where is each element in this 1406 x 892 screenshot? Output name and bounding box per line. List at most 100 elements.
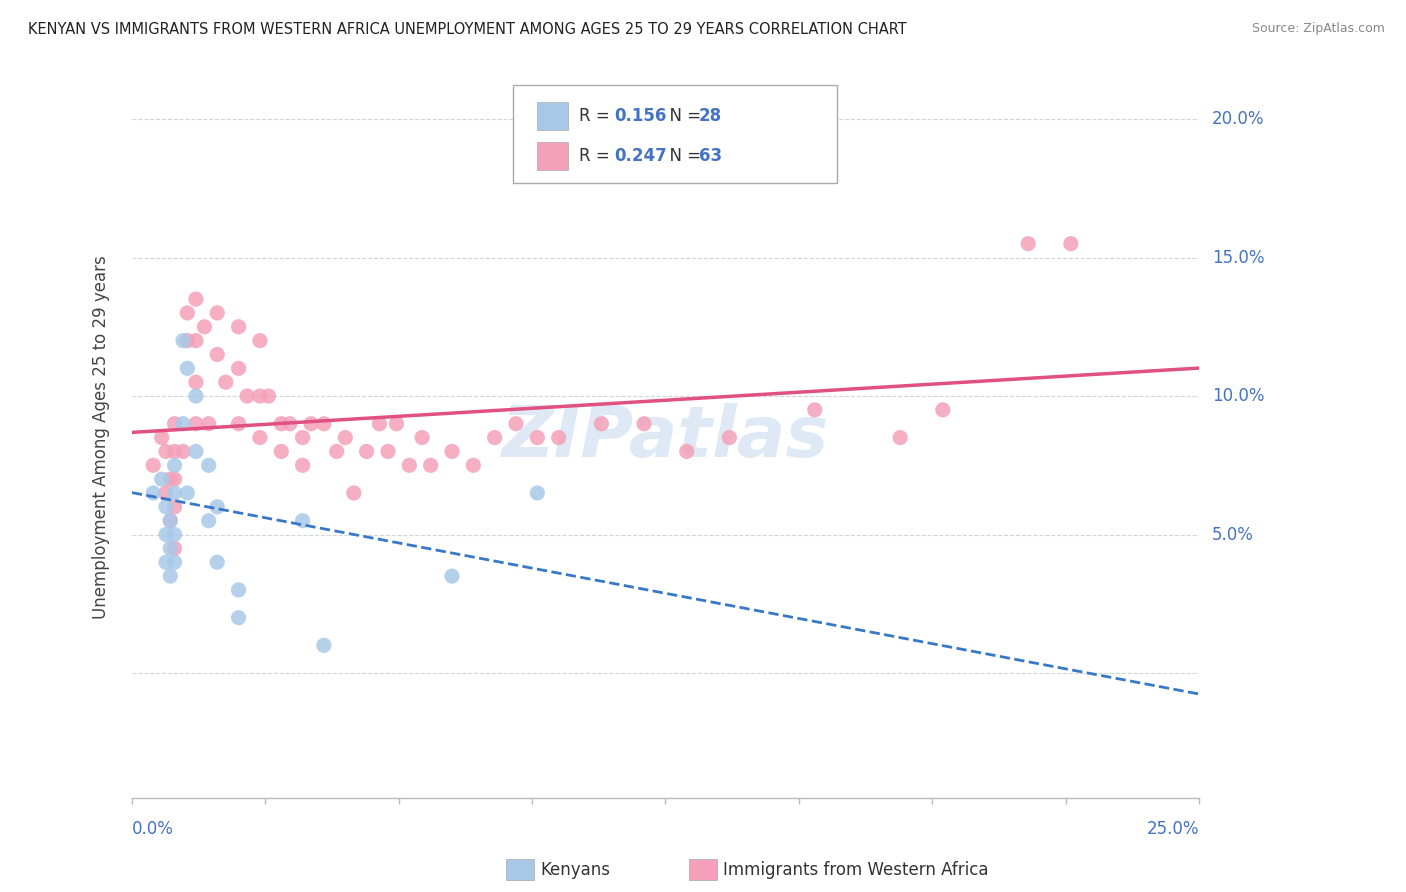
Point — [150, 472, 173, 486]
Point — [155, 486, 177, 500]
Text: Kenyans: Kenyans — [540, 861, 610, 879]
Text: 15.0%: 15.0% — [1212, 249, 1264, 267]
Text: 10.0%: 10.0% — [1212, 387, 1264, 405]
Point — [1017, 236, 1039, 251]
Point — [228, 361, 250, 376]
Point — [163, 555, 186, 569]
Text: ZIPatlas: ZIPatlas — [502, 403, 830, 472]
Point — [312, 417, 335, 431]
Point — [440, 444, 463, 458]
Point — [398, 458, 420, 473]
Point — [249, 389, 271, 403]
Point — [325, 444, 347, 458]
Point — [291, 514, 314, 528]
Point — [526, 486, 548, 500]
Point — [163, 486, 186, 500]
Point — [155, 444, 177, 458]
Point — [228, 582, 250, 597]
Point — [228, 417, 250, 431]
Point — [197, 417, 219, 431]
Point — [176, 361, 198, 376]
Point — [159, 472, 181, 486]
Point — [1060, 236, 1083, 251]
Point — [419, 458, 441, 473]
Point — [236, 389, 259, 403]
Point — [150, 431, 173, 445]
Text: 20.0%: 20.0% — [1212, 110, 1264, 128]
Text: R =: R = — [579, 147, 616, 165]
Point — [591, 417, 613, 431]
Point — [343, 486, 366, 500]
Point — [176, 306, 198, 320]
Point — [228, 610, 250, 624]
Point — [463, 458, 485, 473]
Point — [197, 458, 219, 473]
Point — [184, 292, 207, 306]
Point — [163, 444, 186, 458]
Text: 25.0%: 25.0% — [1146, 820, 1199, 838]
Point — [377, 444, 399, 458]
Point — [270, 417, 292, 431]
Y-axis label: Unemployment Among Ages 25 to 29 years: Unemployment Among Ages 25 to 29 years — [93, 256, 110, 619]
Point — [163, 500, 186, 514]
Point — [718, 431, 741, 445]
Point — [159, 514, 181, 528]
Point — [159, 514, 181, 528]
Point — [163, 472, 186, 486]
Text: 63: 63 — [699, 147, 721, 165]
Point — [142, 458, 165, 473]
Point — [505, 417, 527, 431]
Text: Source: ZipAtlas.com: Source: ZipAtlas.com — [1251, 22, 1385, 36]
Point — [633, 417, 655, 431]
Point — [163, 541, 186, 556]
Text: 0.247: 0.247 — [614, 147, 668, 165]
Point — [197, 514, 219, 528]
Point — [411, 431, 433, 445]
Point — [932, 403, 955, 417]
Text: 5.0%: 5.0% — [1212, 525, 1254, 543]
Point — [142, 486, 165, 500]
Point — [163, 417, 186, 431]
Point — [675, 444, 697, 458]
Point — [205, 347, 228, 361]
Point — [228, 319, 250, 334]
Text: N =: N = — [659, 147, 707, 165]
Point — [889, 431, 911, 445]
Point — [172, 334, 194, 348]
Point — [172, 417, 194, 431]
Text: KENYAN VS IMMIGRANTS FROM WESTERN AFRICA UNEMPLOYMENT AMONG AGES 25 TO 29 YEARS : KENYAN VS IMMIGRANTS FROM WESTERN AFRICA… — [28, 22, 907, 37]
Point — [291, 431, 314, 445]
Point — [155, 555, 177, 569]
Text: Immigrants from Western Africa: Immigrants from Western Africa — [723, 861, 988, 879]
Point — [184, 334, 207, 348]
Point — [526, 431, 548, 445]
Point — [547, 431, 569, 445]
Point — [249, 334, 271, 348]
Point — [184, 375, 207, 389]
Point — [205, 500, 228, 514]
Point — [484, 431, 506, 445]
Point — [176, 334, 198, 348]
Point — [159, 569, 181, 583]
Point — [184, 444, 207, 458]
Point — [291, 458, 314, 473]
Point — [257, 389, 280, 403]
Point — [368, 417, 391, 431]
Point — [155, 500, 177, 514]
Point — [385, 417, 408, 431]
Point — [163, 527, 186, 541]
Point — [163, 458, 186, 473]
Text: 0.156: 0.156 — [614, 107, 666, 125]
Point — [270, 444, 292, 458]
Point — [184, 389, 207, 403]
Point — [803, 403, 825, 417]
Point — [440, 569, 463, 583]
Text: R =: R = — [579, 107, 616, 125]
Text: 28: 28 — [699, 107, 721, 125]
Point — [184, 417, 207, 431]
Point — [312, 638, 335, 652]
Text: N =: N = — [659, 107, 707, 125]
Point — [172, 444, 194, 458]
Point — [278, 417, 301, 431]
Text: 0.0%: 0.0% — [132, 820, 174, 838]
